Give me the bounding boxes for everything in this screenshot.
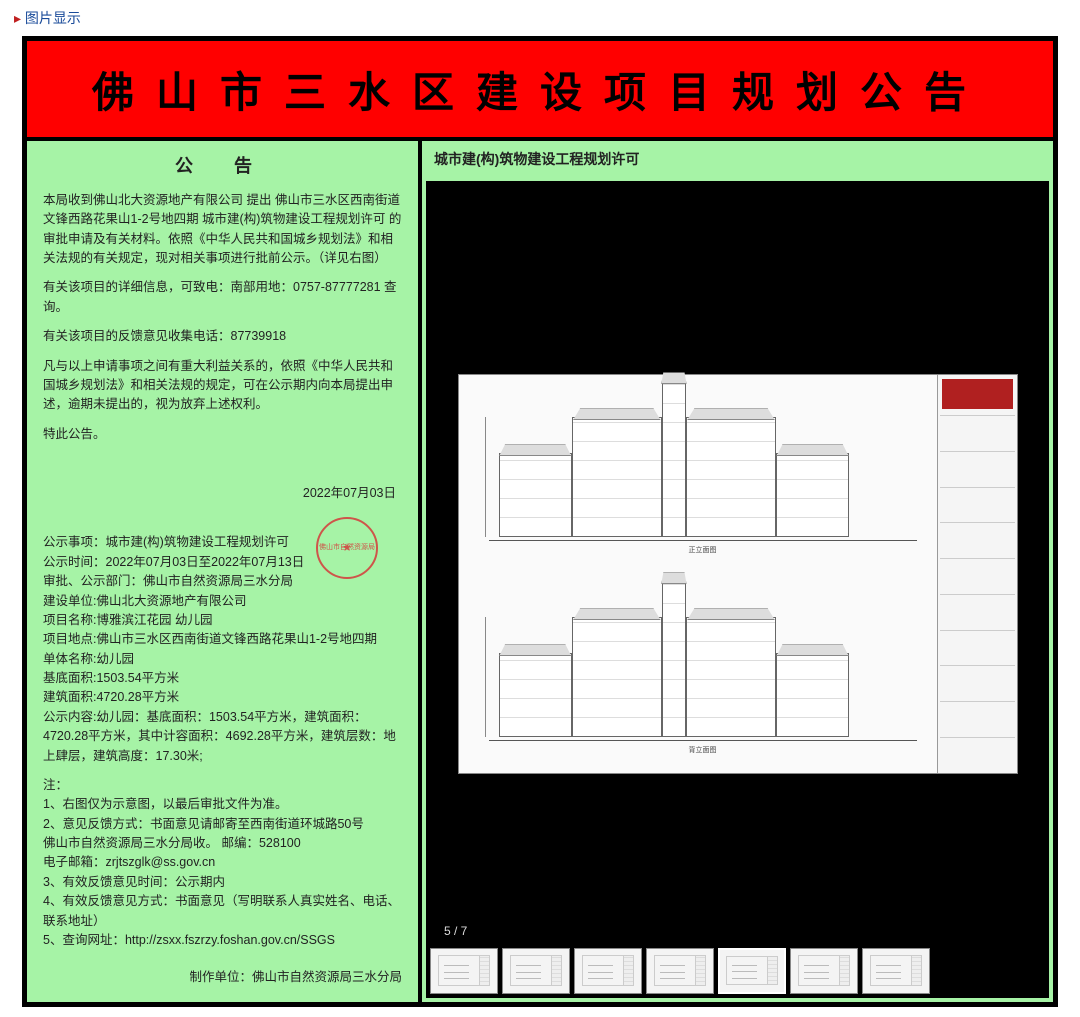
title-block-row (940, 487, 1015, 522)
thumbnail-preview-icon (654, 955, 707, 986)
announcement-frame: 佛山市三水区建设项目规划公告 公 告 本局收到佛山北大资源地产有限公司 提出 佛… (22, 36, 1058, 1007)
viewer-title: 城市建(构)筑物建设工程规划许可 (422, 141, 1053, 177)
thumbnail[interactable] (430, 948, 498, 994)
detail-item-floorarea: 建筑面积:4720.28平方米 (43, 688, 402, 707)
maker-unit: 制作单位：佛山市自然资源局三水分局 (43, 968, 402, 987)
title-block-row (940, 522, 1015, 557)
announcement-heading: 公 告 (43, 153, 402, 181)
image-viewer: 正立面图 (426, 181, 1049, 998)
official-seal-icon: 佛山市自然资源局 (316, 517, 378, 579)
para-contact1: 有关该项目的详细信息，可致电：南部用地：0757-87777281 查询。 (43, 278, 402, 317)
title-block-row (940, 665, 1015, 700)
thumbnail[interactable] (574, 948, 642, 994)
note-3: 3、有效反馈意见时间：公示期内 (43, 873, 402, 892)
elevation-top-label: 正立面图 (479, 545, 927, 555)
title-block-row (940, 701, 1015, 736)
title-block-row (940, 630, 1015, 665)
title-block-row (940, 451, 1015, 486)
drawing-viewer-panel: 城市建(构)筑物建设工程规划许可 (422, 141, 1053, 1002)
elevation-bottom-label: 背立面图 (479, 745, 927, 755)
drawing-title-block (937, 375, 1017, 773)
detail-item-builder: 建设单位:佛山北大资源地产有限公司 (43, 592, 402, 611)
note-2: 2、意见反馈方式：书面意见请邮寄至西南街道环城路50号 (43, 815, 402, 834)
detail-item-unitname: 单体名称:幼儿园 (43, 650, 402, 669)
image-display-link-text: 图片显示 (25, 10, 81, 26)
elevation-bottom: 背立面图 (479, 585, 927, 755)
dimension-line-icon (485, 417, 486, 537)
para-rights: 凡与以上申请事项之间有重大利益关系的，依照《中华人民共和国城乡规划法》和相关法规… (43, 357, 402, 415)
building-row-bottom (499, 617, 907, 737)
drawing-sheet: 正立面图 (458, 374, 1018, 774)
thumbnail[interactable] (502, 948, 570, 994)
body-row: 公 告 本局收到佛山北大资源地产有限公司 提出 佛山市三水区西南街道文锋西路花果… (27, 141, 1053, 1002)
building-row-top (499, 417, 907, 537)
drawing-area: 正立面图 (459, 375, 937, 773)
thumbnail-preview-icon (438, 955, 491, 986)
note-5: 5、查询网址：http://zsxx.fszrzy.foshan.gov.cn/… (43, 931, 402, 950)
thumbnail-preview-icon (582, 955, 635, 986)
thumbnail[interactable] (790, 948, 858, 994)
title-block-row (940, 737, 1015, 772)
para-contact2: 有关该项目的反馈意见收集电话：87739918 (43, 327, 402, 346)
detail-item-location: 项目地点:佛山市三水区西南街道文锋西路花果山1-2号地四期 (43, 630, 402, 649)
thumbnail-preview-icon (870, 955, 923, 986)
announcement-text-panel: 公 告 本局收到佛山北大资源地产有限公司 提出 佛山市三水区西南街道文锋西路花果… (27, 141, 422, 1002)
publish-date: 2022年07月03日 (43, 484, 402, 503)
title-block-row (940, 594, 1015, 629)
thumbnail[interactable] (862, 948, 930, 994)
image-display-link[interactable]: 图片显示 (0, 0, 1080, 36)
detail-item-basearea: 基底面积:1503.54平方米 (43, 669, 402, 688)
thumbnail-preview-icon (798, 955, 851, 986)
elevation-top: 正立面图 (479, 385, 927, 555)
title-block-row (940, 415, 1015, 450)
detail-item-project: 项目名称:博雅滨江花园 幼儿园 (43, 611, 402, 630)
firm-logo-icon (942, 379, 1013, 409)
detail-item-content: 公示内容:幼儿园：基底面积：1503.54平方米，建筑面积：4720.28平方米… (43, 708, 402, 766)
thumbnail-preview-icon (726, 956, 777, 985)
para-hereby: 特此公告。 (43, 425, 402, 444)
thumbnail-preview-icon (510, 955, 563, 986)
viewer-main-area[interactable]: 正立面图 (426, 181, 1049, 918)
note-2c: 电子邮箱：zrjtszglk@ss.gov.cn (43, 853, 402, 872)
note-1: 1、右图仅为示意图，以最后审批文件为准。 (43, 795, 402, 814)
banner-title: 佛山市三水区建设项目规划公告 (27, 41, 1053, 141)
thumbnail[interactable] (646, 948, 714, 994)
notes-head: 注： (43, 776, 402, 795)
title-block-row (940, 558, 1015, 593)
page-indicator: 5 / 7 (426, 918, 1049, 944)
note-2b: 佛山市自然资源局三水分局收。 邮编：528100 (43, 834, 402, 853)
seal-text: 佛山市自然资源局 (319, 544, 375, 552)
thumbnail[interactable] (718, 948, 786, 994)
para-intro: 本局收到佛山北大资源地产有限公司 提出 佛山市三水区西南街道文锋西路花果山1-2… (43, 191, 402, 269)
note-4: 4、有效反馈意见方式：书面意见（写明联系人真实姓名、电话、联系地址） (43, 892, 402, 931)
dimension-line-icon (485, 617, 486, 737)
notes-block: 注： 1、右图仅为示意图，以最后审批文件为准。 2、意见反馈方式：书面意见请邮寄… (43, 776, 402, 950)
